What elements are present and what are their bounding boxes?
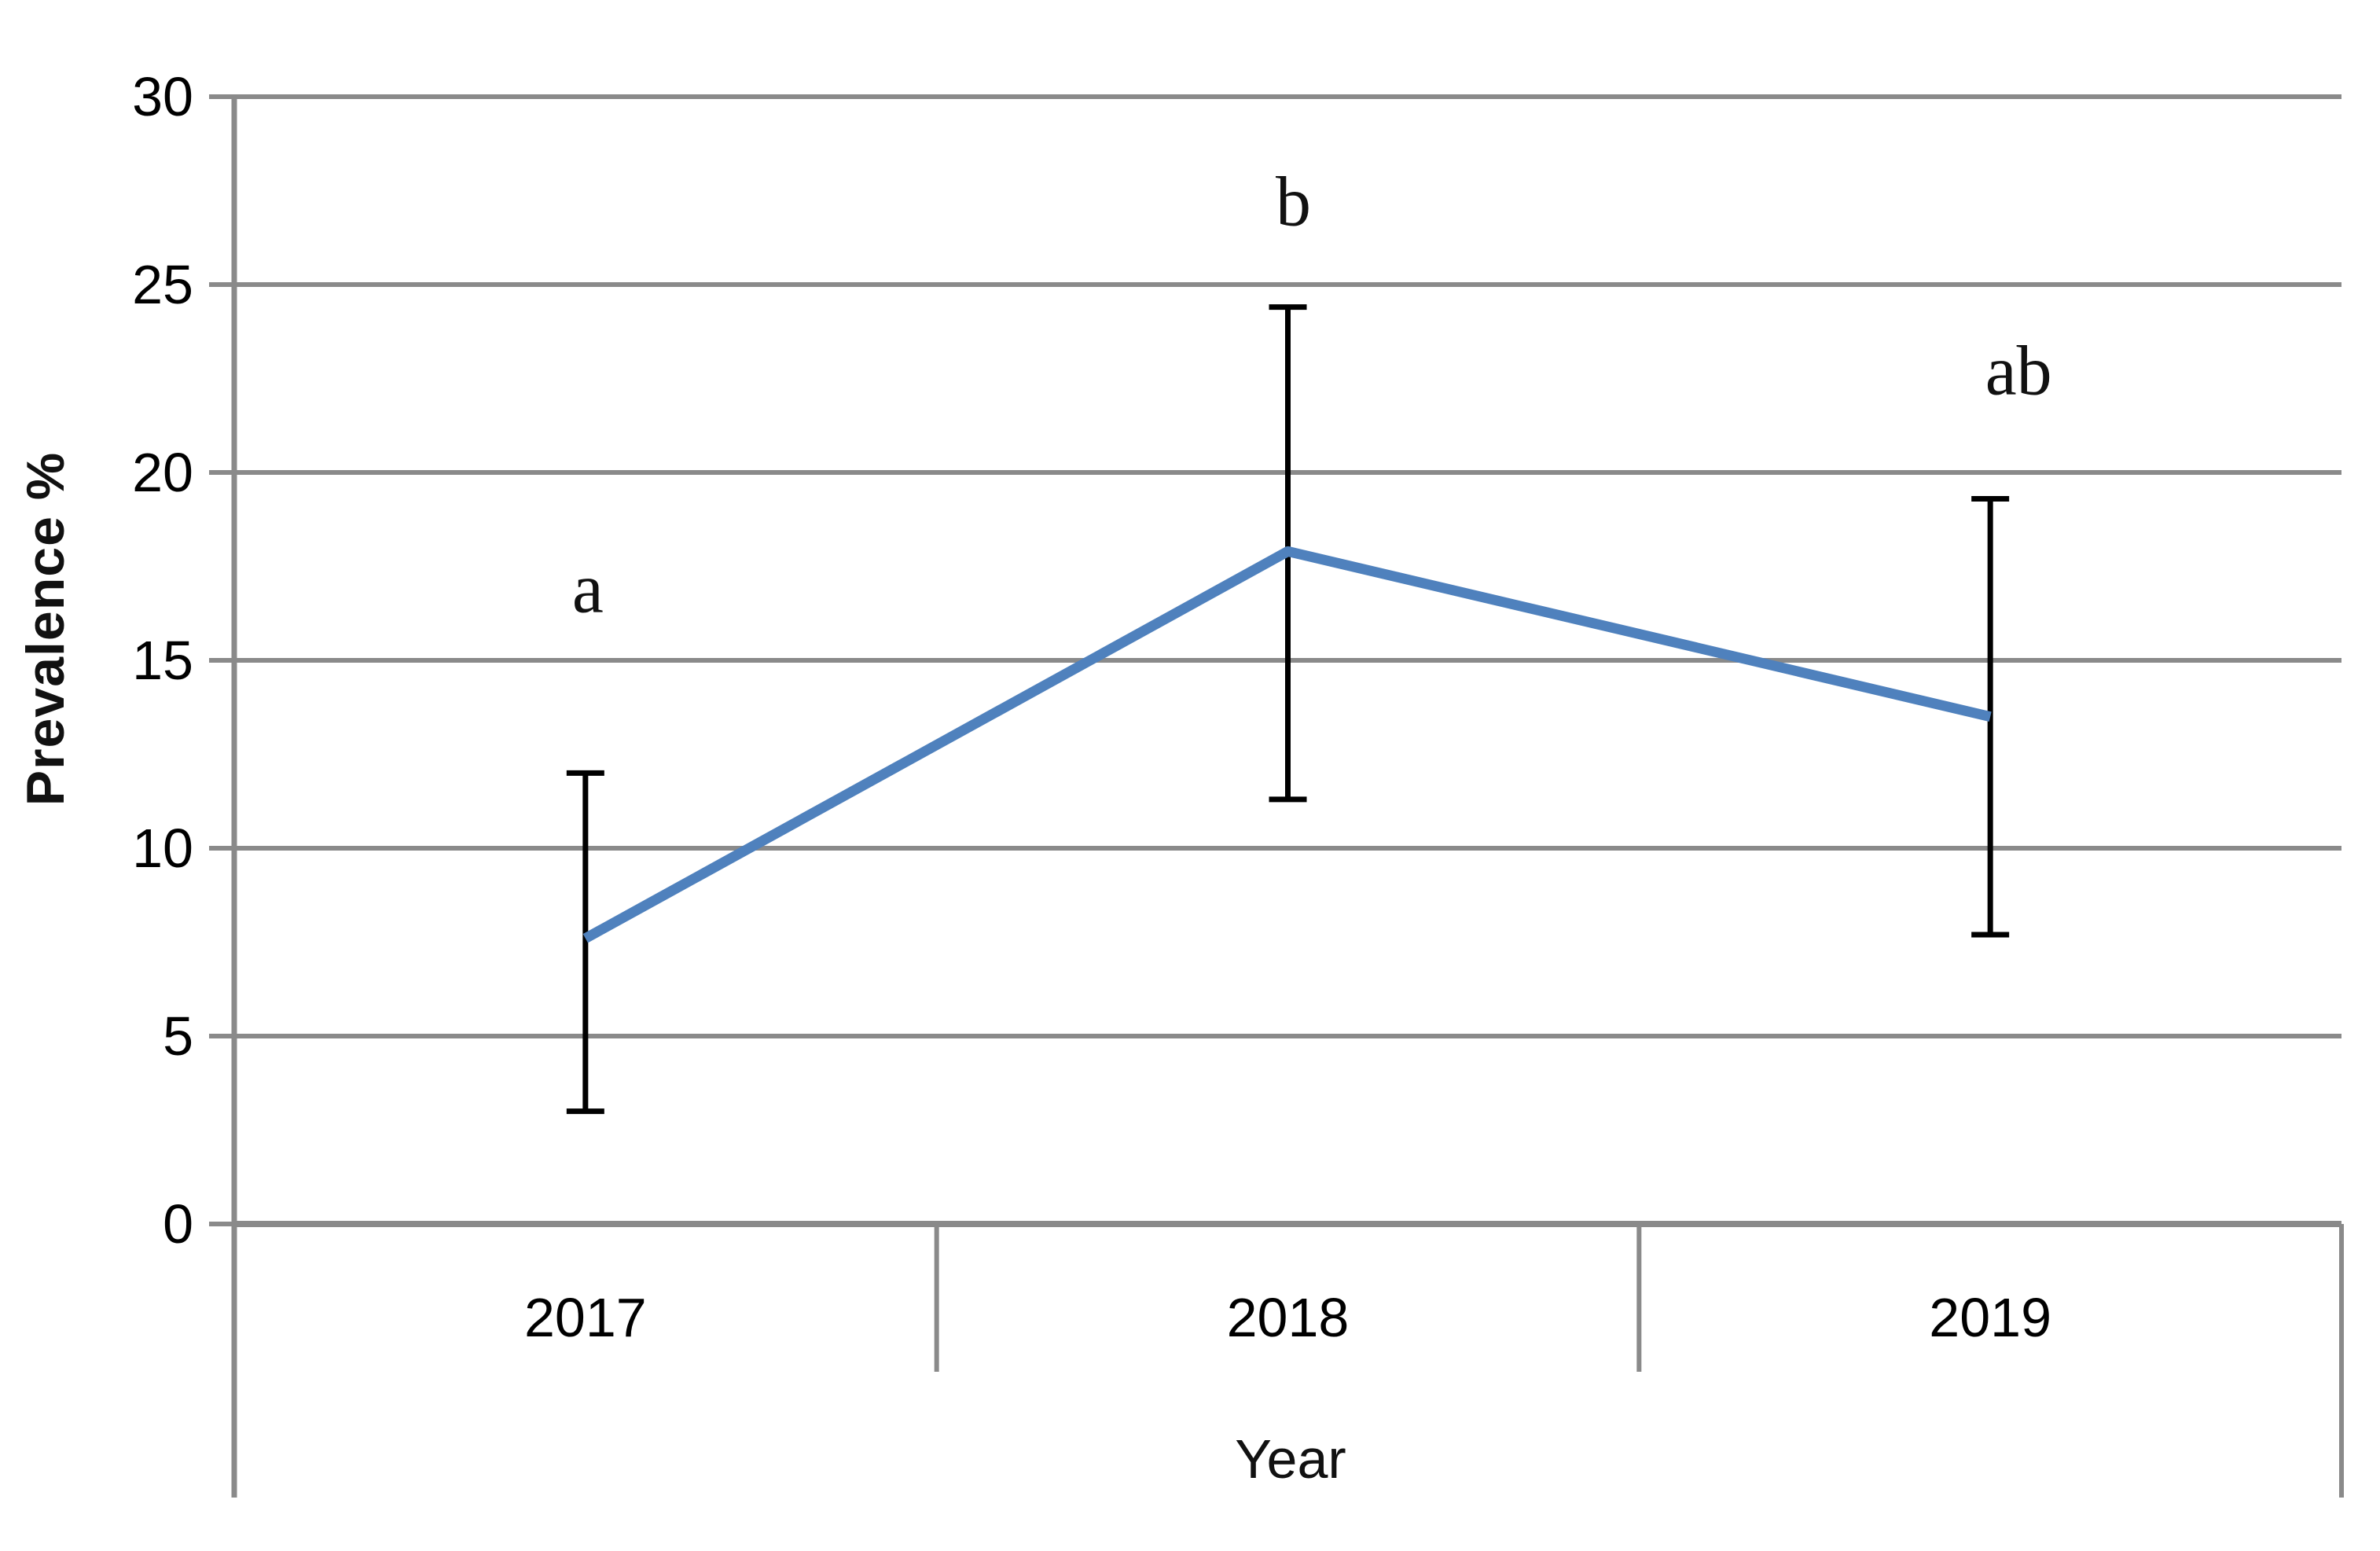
y-axis-title: Prevalence % <box>16 451 75 807</box>
x-category-label: 2017 <box>524 1287 647 1348</box>
x-category-label: 2018 <box>1227 1287 1350 1348</box>
y-tick-label: 10 <box>132 818 193 879</box>
prevalence-series-line <box>582 546 1992 943</box>
significance-annotation: b <box>1276 163 1311 241</box>
y-tick-label: 5 <box>163 1005 193 1067</box>
x-category-label: 2019 <box>1929 1287 2051 1348</box>
y-tick-label: 0 <box>163 1193 193 1255</box>
y-tick-label: 30 <box>132 66 193 127</box>
y-tick-label: 25 <box>132 254 193 315</box>
significance-annotation: a <box>572 550 604 628</box>
y-tick-label: 20 <box>132 442 193 503</box>
x-axis-title: Year <box>1235 1428 1346 1490</box>
significance-annotation: ab <box>1985 332 2052 410</box>
y-tick-label: 15 <box>132 630 193 691</box>
